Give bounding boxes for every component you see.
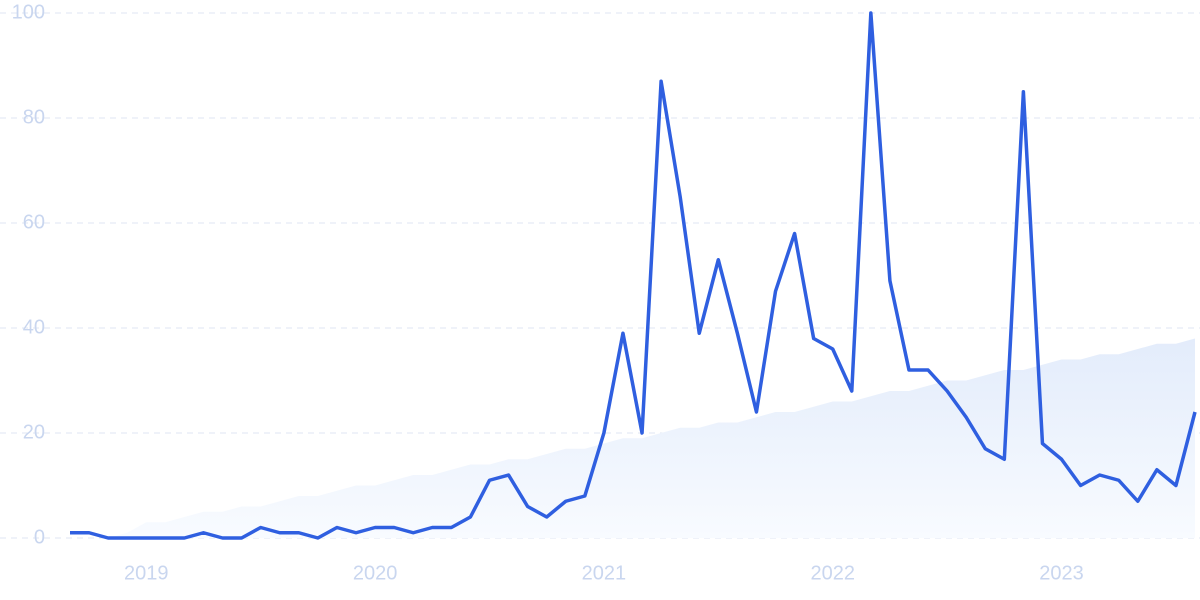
y-tick-label: 80: [23, 106, 45, 128]
x-tick-label: 2022: [810, 562, 855, 584]
y-tick-label: 20: [23, 421, 45, 443]
x-tick-label: 2023: [1039, 562, 1084, 584]
x-tick-label: 2021: [582, 562, 627, 584]
line: [70, 11, 1197, 540]
trend-area: [70, 338, 1195, 538]
y-tick-label: 40: [23, 316, 45, 338]
x-tick-label: 2020: [353, 562, 398, 584]
x-tick-label: 2019: [124, 562, 169, 584]
y-tick-label: 60: [23, 211, 45, 233]
y-tick-label: 0: [34, 526, 45, 548]
y-tick-label: 100: [12, 1, 45, 23]
